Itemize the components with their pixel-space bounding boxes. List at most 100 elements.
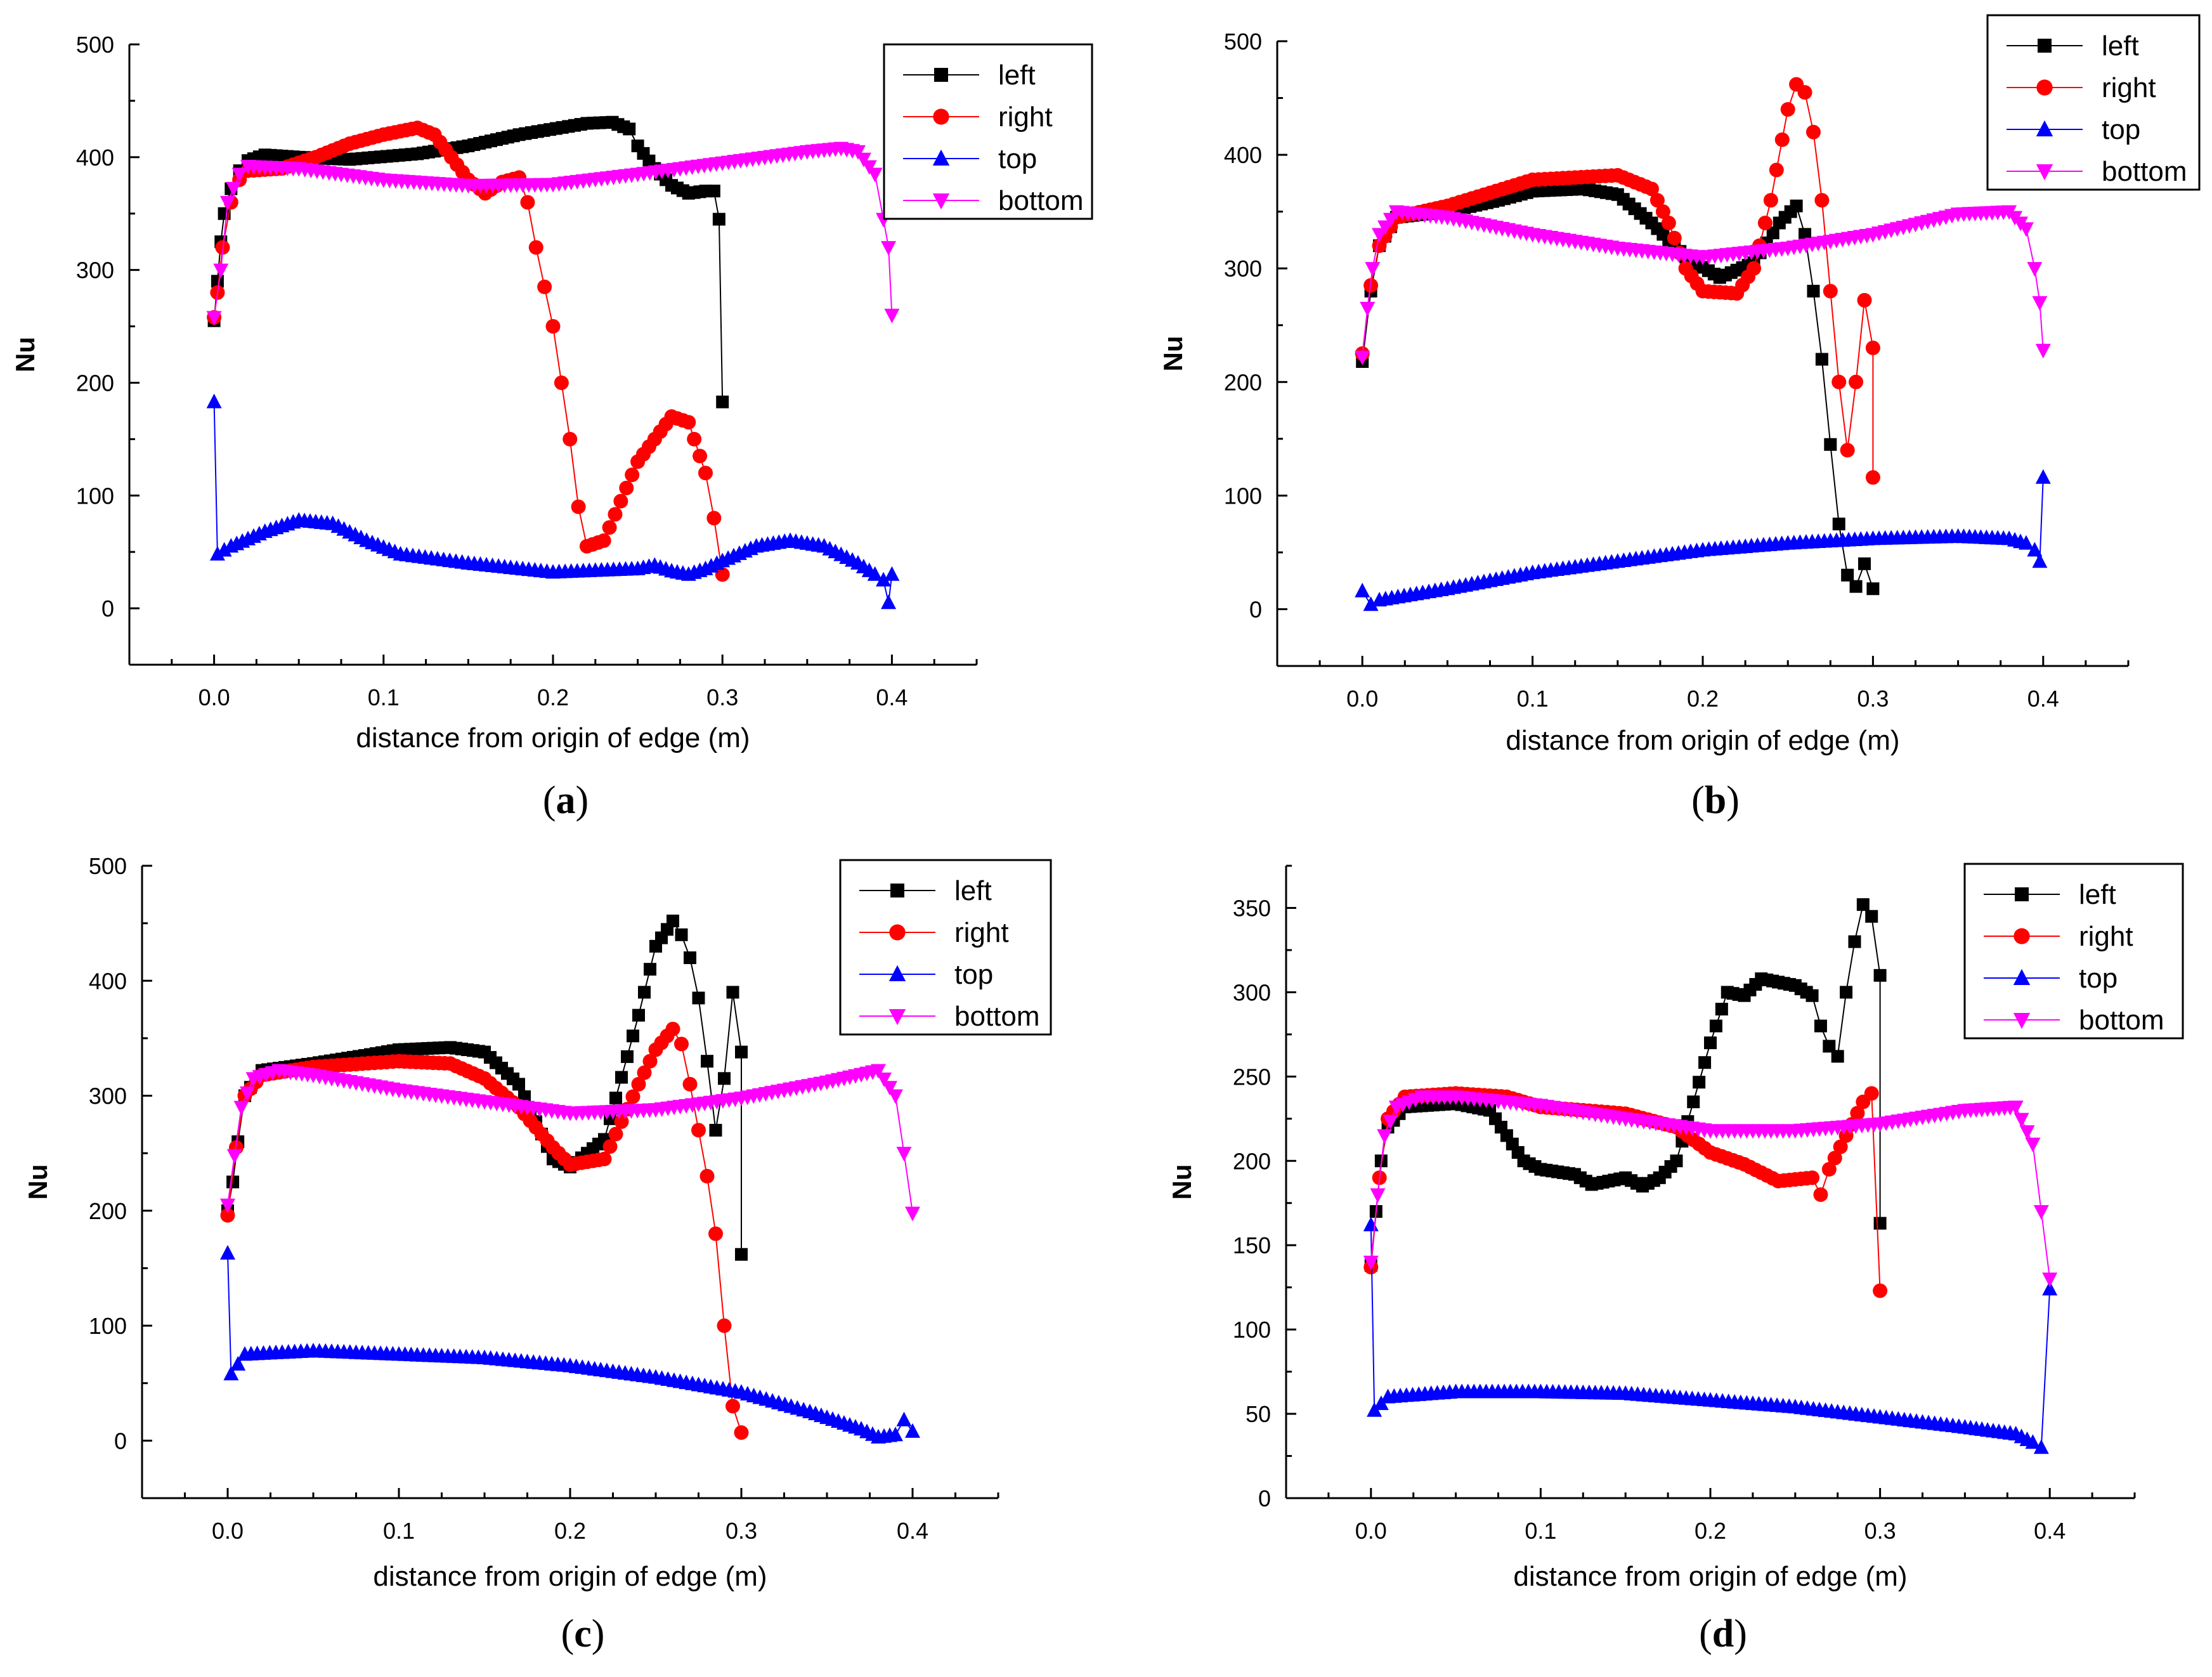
- series-top: [206, 393, 900, 610]
- right-line: [227, 1028, 742, 1433]
- right-point: [1763, 193, 1778, 208]
- y-tick-label: 500: [89, 853, 127, 879]
- x-tick-label: 0.1: [368, 684, 400, 710]
- panel-caption: (b): [1691, 779, 1740, 822]
- bottom-point: [1377, 220, 1393, 235]
- left-point: [667, 915, 679, 928]
- y-axis-label: Nu: [1167, 1165, 1197, 1200]
- legend-marker-bottom: [2013, 1013, 2031, 1029]
- top-point: [2032, 553, 2048, 568]
- series-top: [1355, 469, 2051, 611]
- x-tick-label: 0.0: [1355, 1518, 1387, 1544]
- left-point: [1857, 557, 1871, 570]
- panel-caption: (a): [543, 779, 589, 822]
- panel-caption-letter: b: [1705, 779, 1726, 822]
- legend-label-left: left: [998, 60, 1036, 91]
- legend-marker-bottom: [888, 1009, 906, 1026]
- legend-marker-bottom: [2036, 164, 2053, 181]
- right-point: [681, 415, 696, 430]
- legend-label-top: top: [2102, 114, 2140, 145]
- left-point: [644, 963, 656, 976]
- right-point: [1850, 1106, 1865, 1121]
- right-point: [734, 1425, 749, 1440]
- left-point: [1670, 1154, 1683, 1168]
- panel-a: 0 100 200 300 400 500 0.0 0.1 0.2 0.3 0.4 distance …: [10, 32, 1093, 822]
- right-point: [220, 1208, 235, 1223]
- right-point: [1780, 101, 1795, 117]
- x-tick-label: 0.2: [1687, 686, 1719, 712]
- panel-caption-letter: c: [574, 1612, 592, 1655]
- top-point: [2025, 1434, 2041, 1449]
- y-tick-label: 350: [1233, 895, 1271, 921]
- right-point: [1805, 124, 1821, 140]
- bottom-point: [867, 167, 883, 183]
- legend-label-bottom: bottom: [2079, 1005, 2164, 1036]
- x-tick-label: 0.2: [554, 1518, 586, 1544]
- top-point: [1363, 1217, 1379, 1232]
- left-point: [675, 928, 688, 941]
- top-point: [896, 1411, 912, 1426]
- x-tick-label: 0.3: [706, 684, 738, 710]
- right-point: [715, 567, 730, 582]
- right-point: [698, 466, 713, 481]
- right-point: [637, 1065, 652, 1080]
- bottom-point: [2042, 1272, 2058, 1288]
- bottom-point: [219, 195, 235, 211]
- left-point: [1848, 935, 1861, 948]
- left-point: [726, 986, 739, 999]
- y-tick-label: 100: [89, 1313, 127, 1339]
- bottom-point: [1355, 350, 1370, 365]
- left-point: [701, 1055, 713, 1068]
- legend-marker-bottom: [932, 193, 950, 210]
- right-point: [1831, 374, 1847, 389]
- top-point: [2035, 469, 2051, 484]
- left-point: [1814, 1019, 1827, 1033]
- y-tick-label: 400: [89, 968, 127, 994]
- top-point: [2042, 1281, 2058, 1296]
- y-tick-label: 250: [1233, 1064, 1271, 1090]
- panel-caption: (c): [561, 1612, 605, 1655]
- legend-box: [1963, 863, 2184, 1040]
- x-tick-label: 0.0: [1346, 686, 1378, 712]
- series-left: [207, 115, 729, 408]
- bottom-point: [220, 1198, 235, 1213]
- bottom-point: [856, 152, 871, 167]
- series-top: [220, 1244, 920, 1444]
- bottom-point: [1372, 228, 1388, 243]
- y-tick-label: 50: [1246, 1401, 1271, 1427]
- right-point: [596, 533, 611, 548]
- x-tick-label: 0.3: [1857, 686, 1889, 712]
- y-tick-label: 300: [89, 1083, 127, 1109]
- legend-label-top: top: [2079, 963, 2118, 994]
- left-point: [1832, 518, 1845, 531]
- legend-marker-right: [889, 924, 906, 941]
- panel-caption-letter: a: [556, 779, 576, 822]
- right-point: [1769, 162, 1784, 178]
- left-point: [1790, 199, 1803, 212]
- legend-label-bottom: bottom: [998, 185, 1084, 216]
- legend-marker-top: [932, 149, 950, 166]
- right-point: [597, 1151, 612, 1166]
- legend-box: [1986, 14, 2201, 191]
- bottom-point: [2019, 1125, 2035, 1140]
- right-point: [613, 493, 628, 509]
- x-axis-label: distance from origin of edge (m): [356, 722, 750, 754]
- bottom-point: [1382, 212, 1398, 228]
- top-point: [905, 1423, 920, 1438]
- legend-box: [839, 859, 1052, 1036]
- top-point: [876, 571, 892, 587]
- right-point: [665, 1021, 680, 1036]
- x-tick-label: 0.1: [1525, 1518, 1556, 1544]
- left-point: [1815, 353, 1828, 366]
- bottom-point: [882, 1081, 897, 1096]
- bottom-point: [2014, 1113, 2029, 1128]
- left-point: [692, 991, 705, 1005]
- bottom-point: [884, 308, 900, 323]
- legend-marker-left: [2038, 39, 2052, 53]
- bottom-point: [206, 311, 222, 326]
- left-point: [632, 1008, 645, 1022]
- legend-marker-left: [934, 68, 948, 82]
- legend-marker-right: [2036, 79, 2053, 96]
- legend-label-left: left: [2079, 879, 2116, 910]
